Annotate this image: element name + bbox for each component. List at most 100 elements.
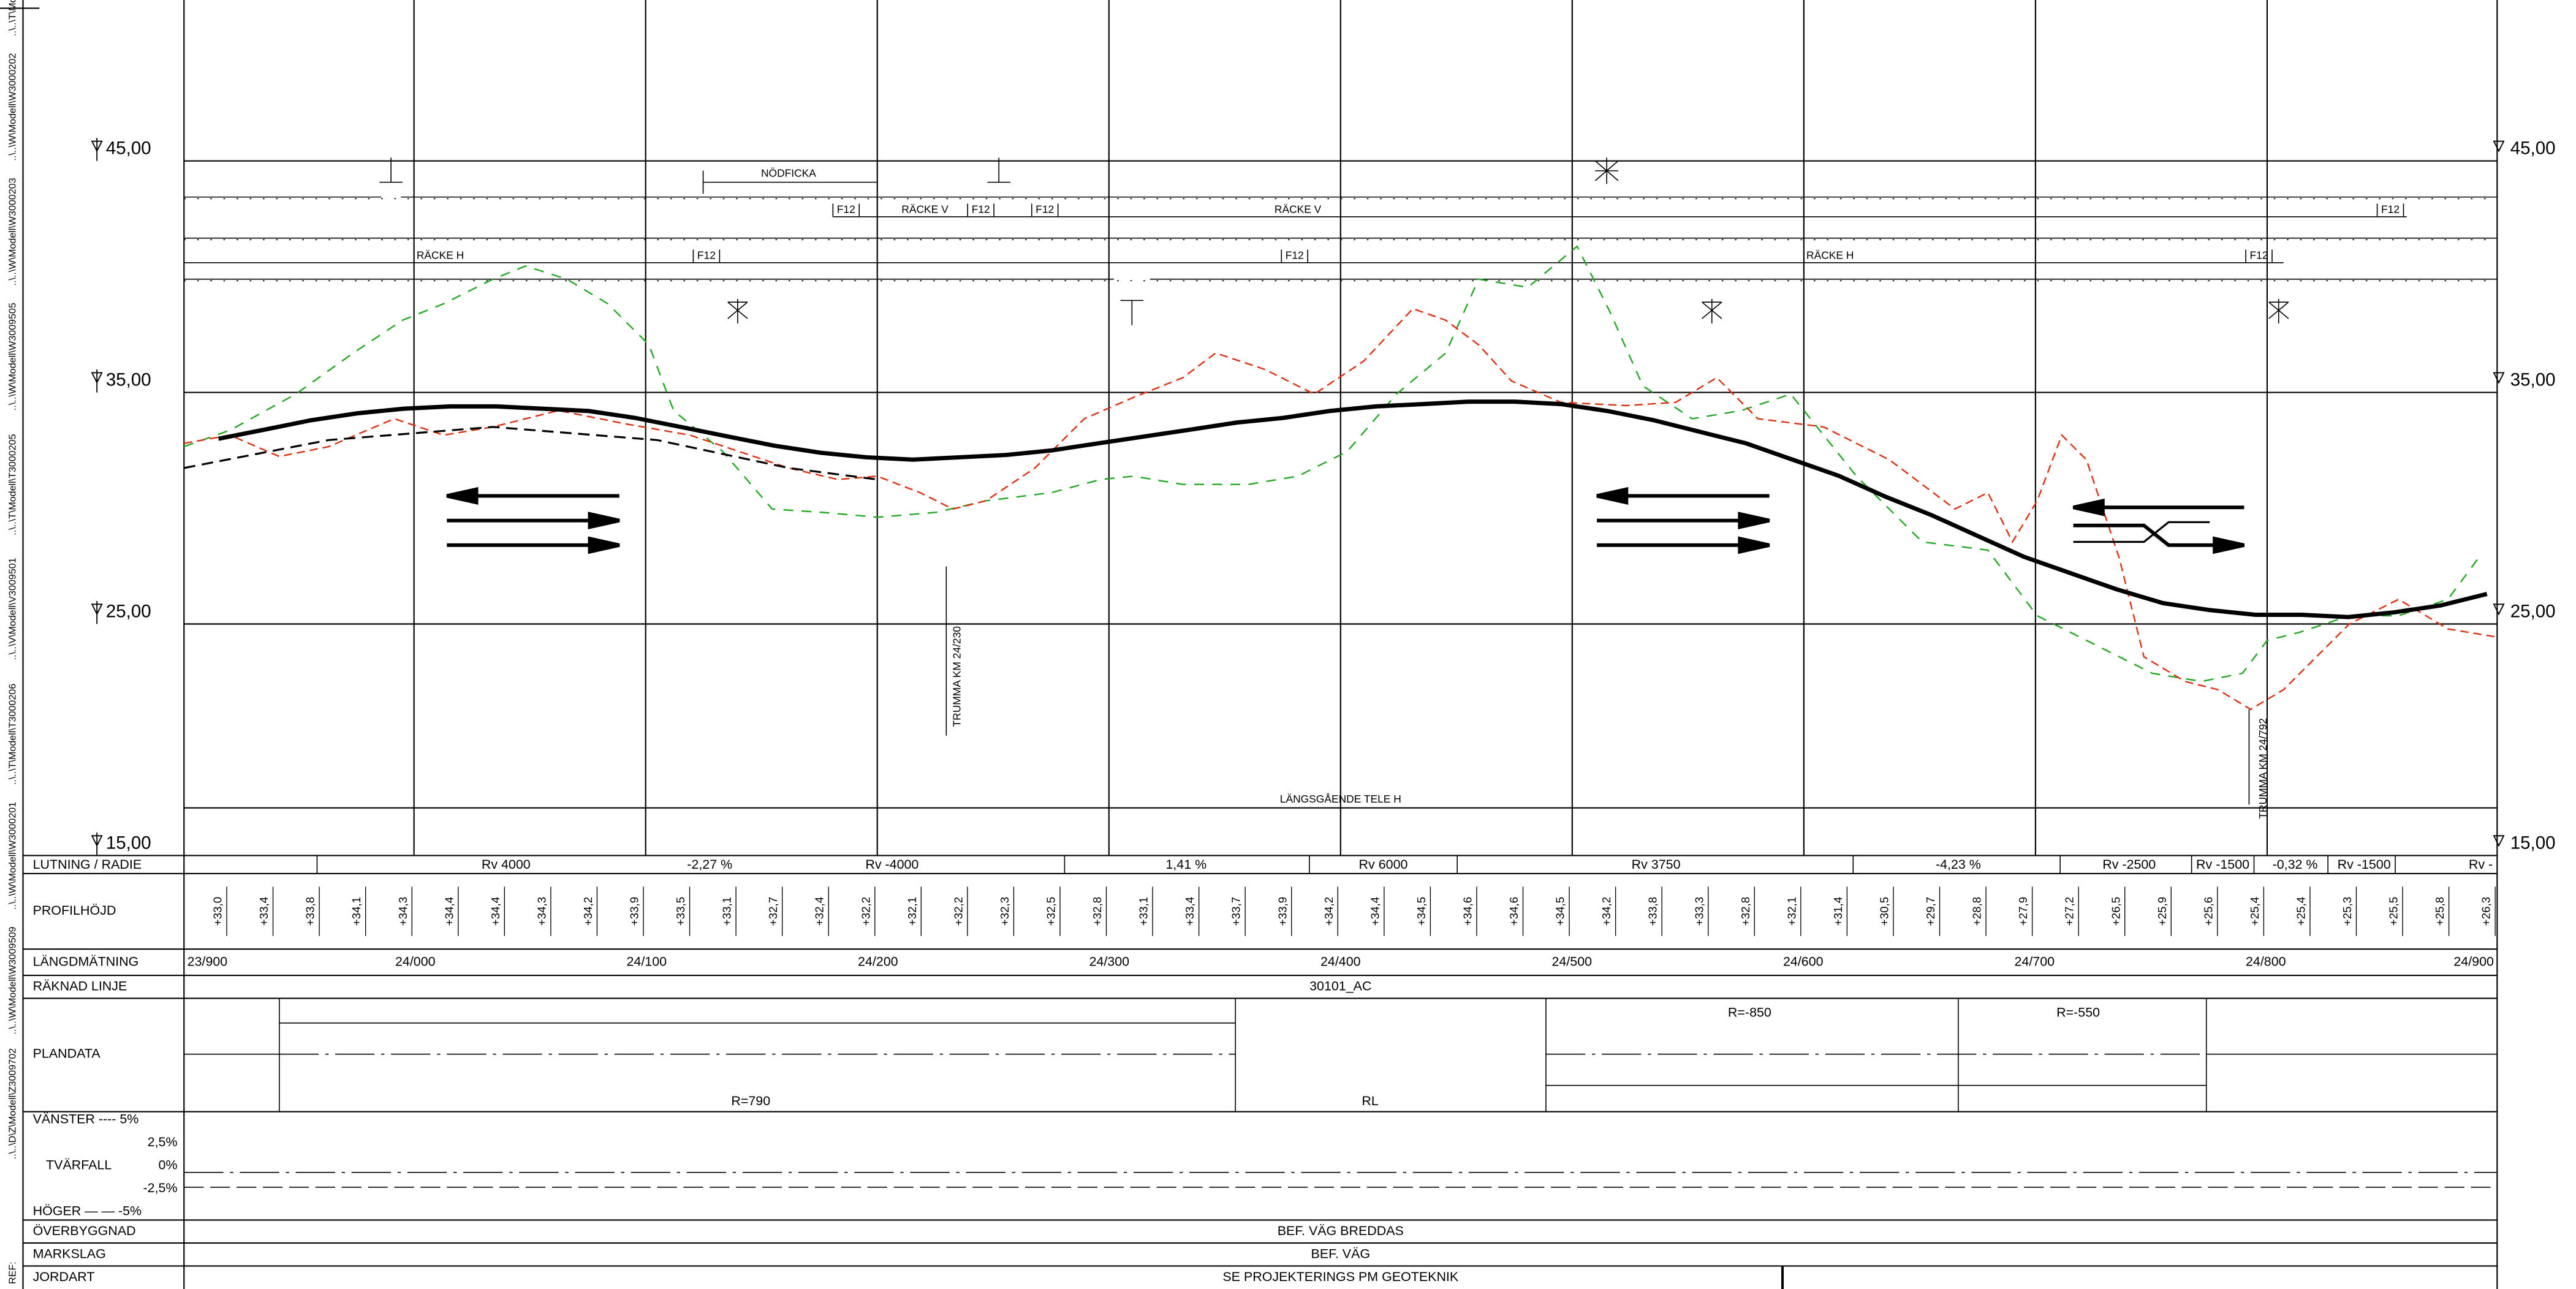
lutning-text: Rv -4000 — [865, 857, 919, 872]
margin-ref: ..\..\V\Modell\V3009501 — [7, 558, 18, 660]
profile-height: +34,4 — [489, 897, 502, 926]
profile-height: +33,3 — [1692, 897, 1705, 926]
profile-height: +32,1 — [1785, 897, 1798, 926]
railing-lines — [184, 157, 2498, 805]
lutning-text: Rv - — [2469, 857, 2493, 872]
f12-label: F12 — [837, 203, 855, 216]
profile-height: +34,2 — [1322, 897, 1335, 926]
profile-height: +32,5 — [1045, 897, 1058, 926]
markslag-text: BEF. VÄG — [1311, 1246, 1371, 1261]
tvarfall-text: 0% — [159, 1158, 178, 1173]
elevation-label-left: 45,00 — [106, 138, 151, 159]
f12-tick — [1281, 249, 1308, 263]
f12-label: F12 — [697, 249, 716, 262]
f12-tick — [2245, 249, 2273, 263]
chainage-label: 24/500 — [1552, 954, 1593, 969]
profile-height: +34,3 — [396, 897, 409, 926]
profile-height: +25,4 — [2248, 897, 2261, 926]
f12-tick — [832, 203, 860, 217]
racke-label: RÄCKE V — [1275, 203, 1322, 216]
f12-tick — [1031, 203, 1059, 217]
profile-height: +33,8 — [1646, 897, 1659, 926]
ground-line-right — [184, 308, 2498, 711]
lutning-text: Rv 6000 — [1359, 857, 1408, 872]
chainage-label: 23/900 — [188, 954, 228, 969]
profile-height: +30,5 — [1877, 897, 1890, 926]
level-marker — [2493, 835, 2505, 847]
chainage-label: 24/700 — [2015, 954, 2055, 969]
elevation-label-left: 35,00 — [106, 370, 151, 390]
profile-height: +25,3 — [2341, 897, 2354, 926]
margin-ref: ..\..\D\Z\Modell\Z3009702 — [7, 1048, 18, 1159]
profile-height: +34,5 — [1415, 897, 1428, 926]
profile-height: +26,3 — [2480, 897, 2493, 926]
profile-height: +34,4 — [1368, 897, 1381, 926]
profile-height: +34,2 — [581, 897, 594, 926]
profile-height: +32,8 — [1091, 897, 1104, 926]
elevation-label-left: 15,00 — [106, 833, 151, 853]
lutning-text: -2,27 % — [687, 857, 732, 872]
plan-label: RL — [1362, 1094, 1378, 1108]
direction-arrows — [446, 487, 2245, 554]
profile-height: +33,0 — [211, 897, 224, 926]
frame — [0, 0, 2498, 1289]
profile-height: +32,7 — [767, 897, 779, 926]
profile-height: +28,8 — [1971, 897, 1983, 926]
profile-height: +25,9 — [2156, 897, 2169, 926]
trumma-label: TRUMMA KM 24/792 — [2257, 718, 2269, 818]
tvarfall-text: -2,5% — [143, 1181, 178, 1195]
f12-tick — [2376, 203, 2404, 217]
profile-height: +34,5 — [1554, 897, 1567, 926]
profile-height: +34,1 — [350, 897, 363, 926]
lutning-text: -0,32 % — [2273, 857, 2318, 872]
f12-label: F12 — [2250, 249, 2268, 262]
row-label: RÄKNAD LINJE — [33, 978, 127, 993]
level-marker — [2493, 140, 2505, 153]
row-label: PLANDATA — [33, 1046, 101, 1060]
racke-label: RÄCKE V — [901, 203, 949, 216]
row-label: MARKSLAG — [33, 1246, 106, 1261]
tvarfall-text: 2,5% — [148, 1135, 178, 1149]
tvarfall-text: HÖGER — — -5% — [33, 1204, 142, 1219]
margin-ref: REF: — [7, 1261, 18, 1284]
f12-tick — [692, 249, 721, 263]
lutning-text: Rv -2500 — [2102, 857, 2156, 872]
profile-line — [218, 399, 2488, 619]
row-label: LUTNING / RADIE — [33, 857, 142, 872]
level-marker — [91, 600, 103, 624]
profile-height: +26,5 — [2109, 897, 2122, 926]
elevation-label-left: 25,00 — [106, 602, 151, 622]
margin-ref: ..\..\W\Modell\W3009509 — [7, 926, 18, 1034]
chainage-label: 24/100 — [626, 954, 667, 969]
overbyggnad-text: BEF. VÄG BREDDAS — [1278, 1223, 1404, 1238]
tvarfall-text: TVÄRFALL — [46, 1158, 112, 1173]
row-label: ÖVERBYGGNAD — [33, 1223, 136, 1238]
profile-height: +32,4 — [813, 897, 826, 926]
lutning-text: Rv -1500 — [2338, 857, 2391, 872]
f12-label: F12 — [972, 203, 990, 216]
profile-height: +32,2 — [859, 897, 872, 926]
row-label: PROFILHÖJD — [33, 903, 116, 918]
profile-height: +33,7 — [1230, 897, 1243, 926]
tele-label: LÄNGSGÅENDE TELE H — [1280, 793, 1401, 805]
profile-height: +34,2 — [1600, 897, 1613, 926]
chainage-label: 24/900 — [2453, 954, 2494, 969]
chainage-label: 24/200 — [858, 954, 898, 969]
lutning-text: Rv 4000 — [482, 857, 531, 872]
ground-line-left — [183, 245, 2482, 682]
profile-height: +34,6 — [1507, 897, 1520, 926]
lutning-text: Rv -1500 — [2196, 857, 2249, 872]
chainage-label: 24/300 — [1089, 954, 1129, 969]
lutning-text: Rv 3750 — [1632, 857, 1681, 872]
plan-lines — [184, 855, 2498, 1289]
profile-height: +27,9 — [2017, 897, 2029, 926]
profile-height: +33,9 — [1276, 897, 1289, 926]
profile-height: +33,5 — [674, 897, 687, 926]
lutning-text: 1,41 % — [1165, 857, 1207, 872]
chainage-label: 24/600 — [1783, 954, 1824, 969]
level-marker — [91, 138, 103, 161]
trumma-label: TRUMMA KM 24/230 — [951, 626, 963, 727]
plan-label: R=790 — [731, 1094, 770, 1108]
profile-height: +33,8 — [304, 897, 317, 926]
